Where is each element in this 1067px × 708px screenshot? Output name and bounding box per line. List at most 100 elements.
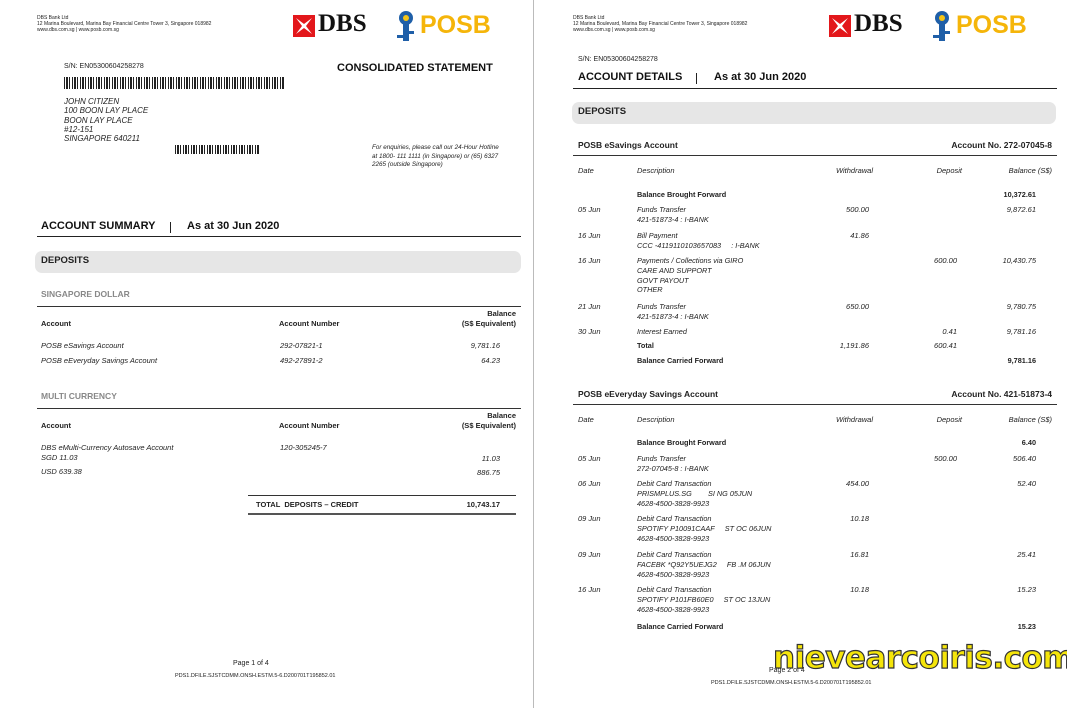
txn-balance: 9,780.75 [1006, 302, 1036, 311]
txn-description: Payments / Collections via GIRO [637, 256, 744, 265]
customer-address: BOON LAY PLACE [64, 115, 133, 125]
balance: 9,781.16 [470, 341, 500, 350]
txn-date: 16 Jun [578, 231, 601, 240]
column-header: Balance (S$) [1008, 166, 1052, 175]
account-number: 292-07821-1 [280, 341, 323, 350]
txn-date: 05 Jun [578, 205, 601, 214]
txn-balance: 25.41 [1017, 550, 1036, 559]
rule [573, 404, 1057, 405]
txn-description: Debit Card Transaction [637, 479, 712, 488]
balance: 886.75 [477, 468, 500, 477]
txn-balance: 15.23 [1017, 585, 1036, 594]
txn-deposit: 600.00 [934, 256, 957, 265]
column-header: Deposit [936, 415, 962, 424]
txn-withdrawal: 16.81 [850, 550, 869, 559]
opening-label: Balance Brought Forward [637, 438, 727, 447]
txn-description: 272-07045-8 : I-BANK [637, 463, 709, 473]
page-number: Page 1 of 4 [233, 660, 269, 667]
txn-description: Debit Card Transaction [637, 550, 712, 559]
reference: PDS1.DFILE.SJSTCDMM.ONSH.ESTM.5-6.D20070… [175, 673, 336, 679]
txn-description: Bill Payment [637, 231, 678, 240]
opening-balance: 10,372.61 [1003, 190, 1036, 199]
txn-description: PRISMPLUS.SG SI NG 05JUN [637, 488, 753, 498]
posb-logo: POSB [420, 11, 491, 39]
txn-description: 4628-4500-3828-9923 [637, 604, 710, 614]
separator [170, 222, 171, 233]
txn-date: 09 Jun [578, 550, 601, 559]
account-number: 120-305245-7 [280, 443, 327, 452]
posb-icon [394, 9, 418, 43]
txn-balance: 506.40 [1013, 454, 1036, 463]
txn-withdrawal: 10.18 [850, 585, 869, 594]
total-value: 10,743.17 [466, 500, 500, 509]
group-title: MULTI CURRENCY [41, 391, 117, 401]
page-2: DBS Bank Ltd 12 Marina Boulevard, Marina … [536, 0, 1067, 708]
txn-description: Debit Card Transaction [637, 514, 712, 523]
account-number: 492-27891-2 [280, 356, 323, 365]
section-title: ACCOUNT DETAILS [578, 71, 683, 83]
bank-address: 12 Marina Boulevard, Marina Bay Financia… [573, 21, 748, 27]
section-title: ACCOUNT SUMMARY [41, 220, 156, 232]
column-header: (S$ Equivalent) [461, 319, 516, 328]
column-header: Balance [487, 411, 516, 420]
total-withdrawal: 1,191.86 [839, 341, 869, 350]
txn-description: FACEBK *Q92Y5UEJG2 FB .M 06JUN [637, 559, 771, 569]
total-deposit: 600.41 [934, 341, 957, 350]
column-header: Balance (S$) [1008, 415, 1052, 424]
rule [37, 236, 521, 237]
txn-description: 4628-4500-3828-9923 [637, 569, 710, 579]
opening-balance: 6.40 [1021, 438, 1036, 447]
txn-description: Funds Transfer [637, 205, 686, 214]
rule [248, 495, 516, 496]
rule [37, 306, 521, 307]
total-label: TOTAL DEPOSITS – CREDIT [256, 500, 359, 509]
barcode [64, 77, 284, 89]
customer-address: JOHN CITIZEN [64, 97, 120, 106]
page-number: Page 2 of 4 [769, 667, 805, 674]
txn-date: 30 Jun [578, 327, 601, 336]
column-header: Account Number [279, 421, 340, 430]
as-at-date: As at 30 Jun 2020 [714, 71, 807, 83]
txn-date: 06 Jun [578, 479, 601, 488]
as-at-date: As at 30 Jun 2020 [187, 220, 280, 232]
account-name: POSB eEveryday Savings Account [41, 356, 158, 365]
txn-balance: 9,781.16 [1006, 327, 1036, 336]
column-header: Account Number [279, 319, 340, 328]
txn-date: 16 Jun [578, 585, 601, 594]
txn-withdrawal: 41.86 [850, 231, 869, 240]
txn-description: Interest Earned [637, 327, 687, 336]
statement-title: CONSOLIDATED STATEMENT [337, 62, 493, 74]
reference: PDS1.DFILE.SJSTCDMM.ONSH.ESTM.5-6.D20070… [711, 680, 872, 686]
txn-withdrawal: 454.00 [846, 479, 869, 488]
rule [573, 155, 1057, 156]
account-name: USD 639.38 [41, 467, 82, 476]
balance: 64.23 [481, 356, 500, 365]
account-number: Account No. 272-07045-8 [951, 140, 1052, 150]
account-name: DBS eMulti-Currency Autosave Account [41, 443, 174, 452]
account-title: POSB eEveryday Savings Account [578, 389, 718, 399]
column-header: Withdrawal [835, 166, 873, 175]
closing-label: Balance Carried Forward [637, 356, 724, 365]
rule [37, 408, 521, 409]
bank-web: www.dbs.com.sg | www.posb.com.sg [573, 27, 655, 33]
account-name: POSB eSavings Account [41, 341, 124, 350]
txn-description: Debit Card Transaction [637, 585, 712, 594]
txn-description: 421-51873-4 : I-BANK [637, 214, 709, 224]
txn-balance: 9,872.61 [1006, 205, 1036, 214]
txn-balance: 10,430.75 [1002, 256, 1036, 265]
account-number: Account No. 421-51873-4 [951, 389, 1052, 399]
serial-number: S/N: EN05300604258278 [64, 63, 144, 70]
deposits-band [35, 251, 521, 273]
txn-description: Funds Transfer [637, 302, 686, 311]
column-header: Account [41, 319, 71, 328]
account-title: POSB eSavings Account [578, 140, 678, 150]
bank-web: www.dbs.com.sg | www.posb.com.sg [37, 27, 119, 33]
column-header: Description [637, 166, 675, 175]
dbs-icon [829, 15, 851, 37]
column-header: Date [578, 415, 594, 424]
group-title: SINGAPORE DOLLAR [41, 289, 130, 299]
rule [573, 88, 1057, 89]
txn-deposit: 500.00 [934, 454, 957, 463]
bank-name: DBS Bank Ltd [573, 15, 605, 21]
column-header: (S$ Equivalent) [461, 421, 516, 430]
